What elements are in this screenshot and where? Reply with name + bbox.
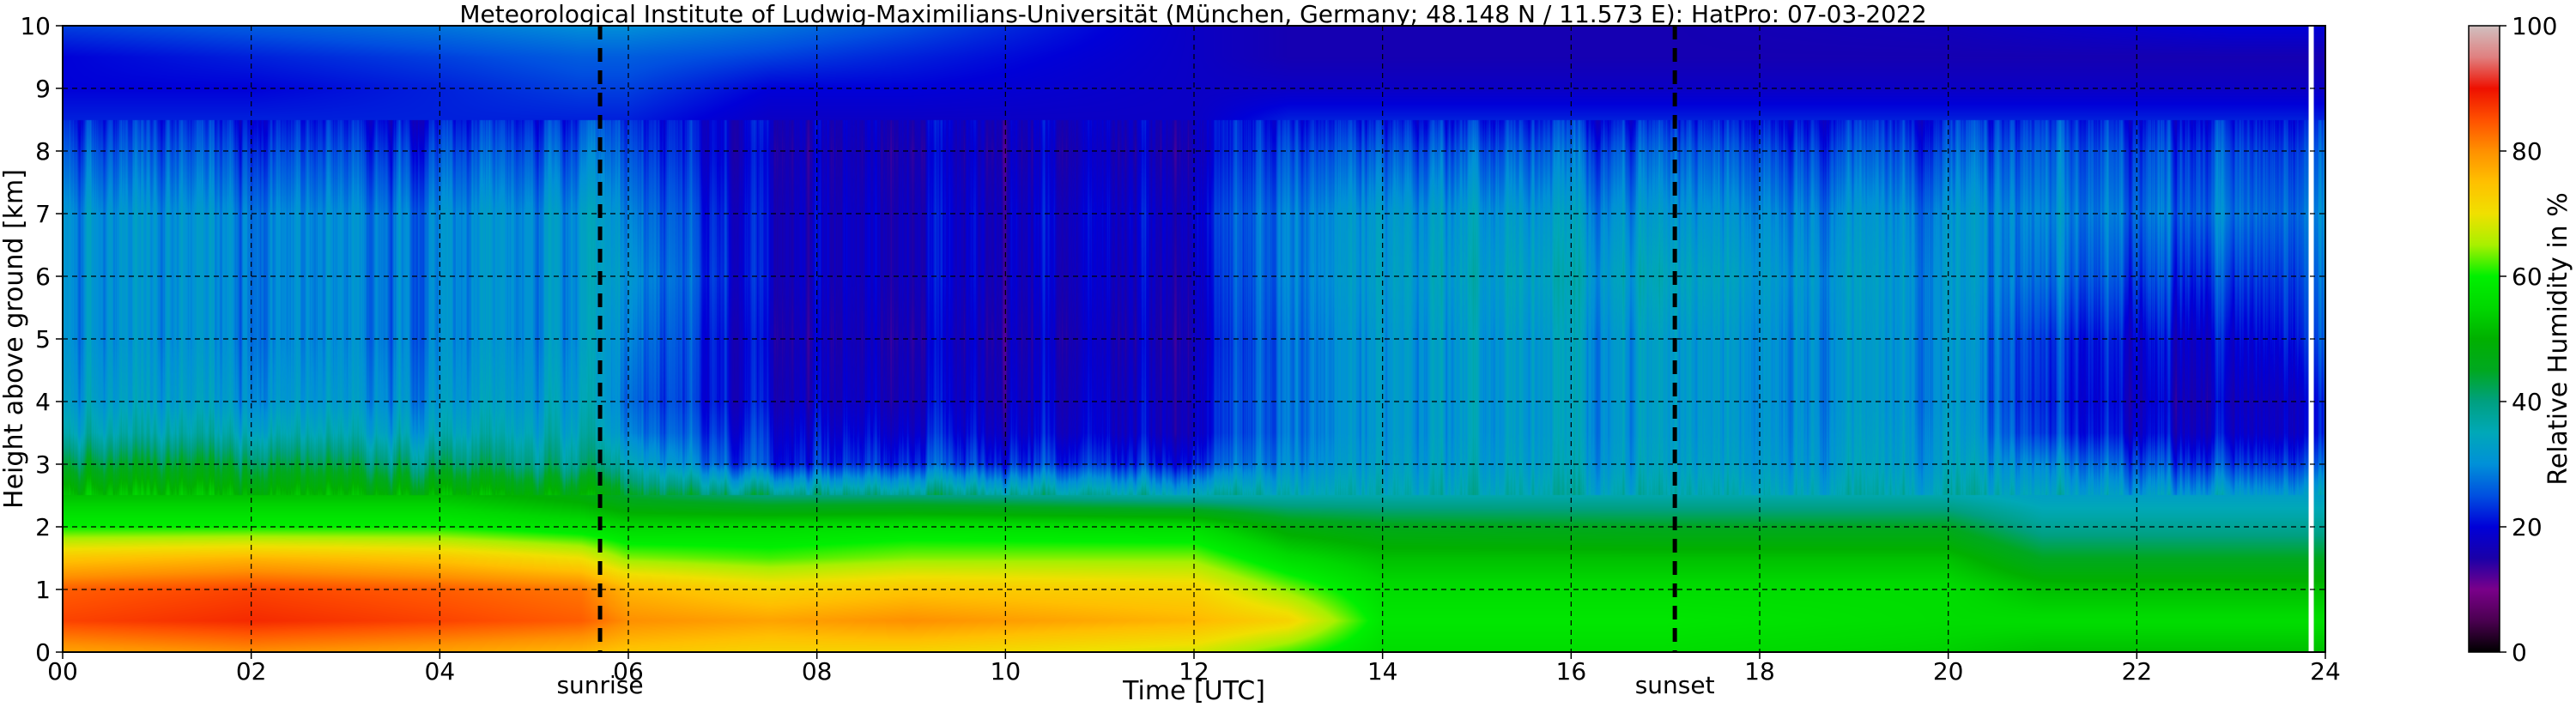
x-tick-label: 16: [1556, 657, 1587, 686]
colorbar-scale: [2468, 25, 2500, 653]
y-tick-label: 10: [20, 12, 51, 40]
y-tick-label: 7: [35, 200, 51, 228]
x-tick-label: 12: [1179, 657, 1209, 686]
event-lines: [597, 26, 1677, 652]
y-axis-ticks: 0 1 2 3 4 5 6 7 8 9 10: [20, 12, 63, 667]
colorbar-tick-label: 100: [2512, 12, 2557, 40]
x-axis-label: Time [UTC]: [1122, 676, 1265, 706]
colorbar-label: Relative Humidity in %: [2543, 192, 2573, 485]
x-axis-ticks: 00 02 04 06 08 10 12 14 16 18 20 22 24: [47, 652, 2341, 686]
y-tick-label: 8: [35, 137, 51, 166]
x-tick-label: 00: [47, 657, 78, 686]
y-tick-label: 6: [35, 263, 51, 291]
grid-lines: [63, 26, 2325, 652]
x-tick-label: 06: [613, 657, 644, 686]
colorbar-tick-label: 40: [2512, 388, 2543, 416]
y-tick-label: 0: [35, 638, 51, 667]
x-tick-label: 18: [1744, 657, 1775, 686]
y-tick-label: 2: [35, 513, 51, 541]
x-tick-label: 10: [991, 657, 1021, 686]
chart-title: Meteorological Institute of Ludwig-Maxim…: [459, 0, 1926, 28]
x-tick-label: 14: [1367, 657, 1398, 686]
y-tick-label: 3: [35, 450, 51, 479]
colorbar: 0 20 40 60 80 100 Relative Humidity in %: [2468, 12, 2573, 667]
colorbar-ticks: 0 20 40 60 80 100: [2500, 12, 2557, 667]
y-tick-label: 1: [35, 576, 51, 604]
y-tick-label: 9: [35, 75, 51, 103]
colorbar-tick-label: 80: [2512, 137, 2543, 166]
x-tick-label: 08: [802, 657, 833, 686]
colorbar-tick-label: 20: [2512, 513, 2543, 541]
colorbar-tick-label: 0: [2512, 638, 2527, 667]
x-tick-label: 04: [425, 657, 456, 686]
plot-area: [62, 25, 2326, 653]
colorbar-tick-label: 60: [2512, 263, 2543, 291]
x-tick-label: 20: [1933, 657, 1964, 686]
y-axis-label: Height above ground [km]: [0, 169, 29, 509]
event-label-sunrise: sunrise: [556, 671, 643, 699]
y-tick-label: 5: [35, 325, 51, 354]
x-tick-label: 24: [2310, 657, 2341, 686]
y-tick-label: 4: [35, 388, 51, 416]
x-tick-label: 22: [2122, 657, 2153, 686]
x-tick-label: 02: [236, 657, 267, 686]
event-label-sunset: sunset: [1635, 671, 1715, 699]
